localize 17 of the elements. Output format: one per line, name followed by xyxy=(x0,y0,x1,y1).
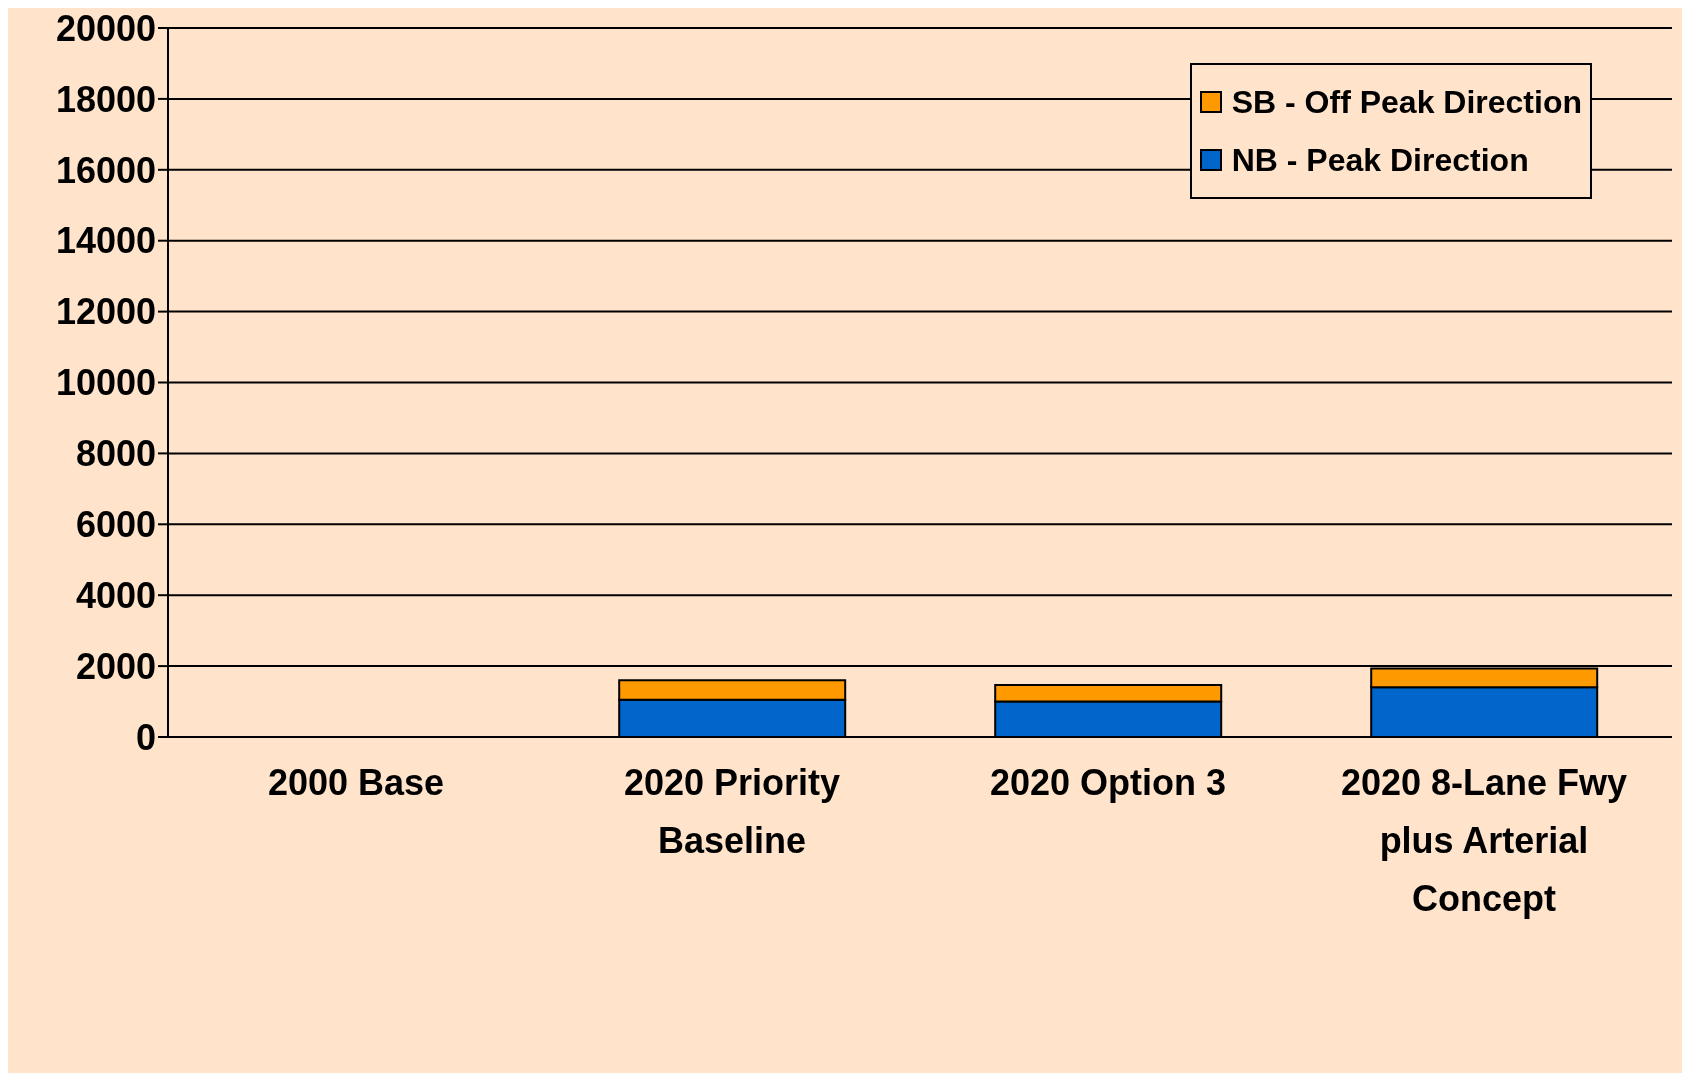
y-tick-label: 10000 xyxy=(55,362,156,404)
y-tick-label: 18000 xyxy=(55,78,156,120)
x-tick-label: 2000 Base xyxy=(267,762,445,803)
y-tick-label: 4000 xyxy=(75,574,156,616)
x-tick-label: 2020 Option 3 xyxy=(989,762,1227,803)
x-tick-label: 2020 Priority Baseline xyxy=(623,762,841,861)
y-tick-label: 14000 xyxy=(55,220,156,262)
y-tick-label: 16000 xyxy=(55,149,156,191)
y-tick-label: 8000 xyxy=(75,433,156,475)
y-tick-label: 6000 xyxy=(75,504,156,546)
y-tick-label: 0 xyxy=(135,716,156,758)
x-tick-label: 2020 8-Lane Fwy plus Arterial Concept xyxy=(1340,762,1628,919)
y-tick-label: 20000 xyxy=(55,7,156,49)
legend-label: NB - Peak Direction xyxy=(1231,141,1529,179)
y-tick-label: 12000 xyxy=(55,291,156,333)
legend-label: SB - Off Peak Direction xyxy=(1231,83,1582,121)
y-tick-label: 2000 xyxy=(75,645,156,687)
